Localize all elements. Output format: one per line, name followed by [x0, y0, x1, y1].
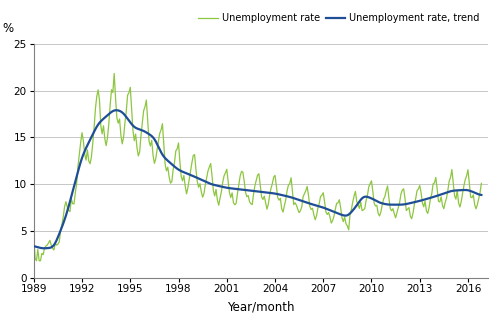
- Unemployment rate, trend: [313, 204, 319, 207]
- Unemployment rate: [478, 181, 484, 185]
- Unemployment rate: [34, 259, 40, 263]
- Text: %: %: [2, 22, 13, 35]
- Unemployment rate, trend: [478, 193, 484, 197]
- Unemployment rate, trend: [134, 126, 140, 130]
- X-axis label: Year/month: Year/month: [227, 300, 295, 313]
- Unemployment rate, trend: [31, 244, 37, 248]
- Unemployment rate: [111, 72, 117, 76]
- Unemployment rate, trend: [42, 246, 48, 250]
- Legend: Unemployment rate, Unemployment rate, trend: Unemployment rate, Unemployment rate, tr…: [195, 9, 483, 27]
- Unemployment rate: [134, 146, 140, 149]
- Unemployment rate, trend: [114, 108, 120, 112]
- Unemployment rate, trend: [400, 203, 406, 206]
- Line: Unemployment rate, trend: Unemployment rate, trend: [34, 110, 481, 248]
- Unemployment rate: [313, 214, 319, 218]
- Unemployment rate: [400, 187, 406, 191]
- Unemployment rate: [31, 235, 37, 239]
- Unemployment rate, trend: [343, 214, 349, 218]
- Unemployment rate: [71, 202, 77, 206]
- Unemployment rate: [32, 256, 38, 260]
- Unemployment rate: [343, 222, 349, 226]
- Unemployment rate, trend: [32, 244, 38, 248]
- Line: Unemployment rate: Unemployment rate: [34, 74, 481, 261]
- Unemployment rate, trend: [71, 185, 77, 188]
